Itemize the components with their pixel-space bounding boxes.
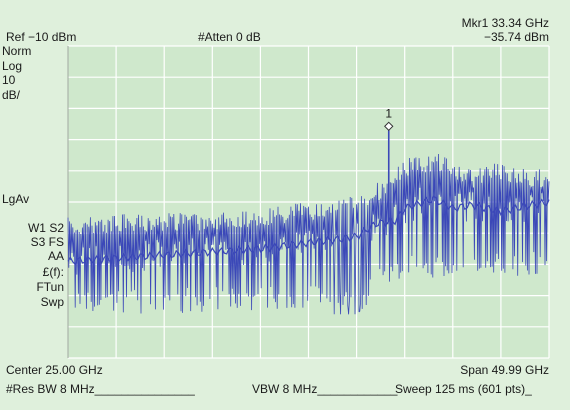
w1s2-label: W1 S2 xyxy=(27,221,64,235)
video-bandwidth: VBW 8 MHz____________ xyxy=(252,382,398,396)
lgav-label: LgAv xyxy=(2,192,30,206)
ftun-label: FTun xyxy=(36,280,64,294)
aa-label: AA xyxy=(47,249,64,263)
attenuation: #Atten 0 dB xyxy=(198,30,261,44)
s3fs-label: S3 FS xyxy=(30,235,64,249)
center-frequency: Center 25.00 GHz xyxy=(6,363,103,377)
marker-level: −35.74 dBm xyxy=(483,30,549,44)
marker-diamond xyxy=(384,121,394,132)
ref-level: Ref −10 dBm xyxy=(6,30,77,44)
norm-label: Norm xyxy=(2,44,32,58)
marker-frequency: Mkr1 33.34 GHz xyxy=(461,16,549,30)
swp-label: Swp xyxy=(40,295,64,309)
average-trace xyxy=(67,195,550,266)
ff-label: £(f): xyxy=(42,265,64,279)
spectrum-trace xyxy=(67,153,550,315)
marker-label: 1 xyxy=(385,106,392,120)
scale-label: 10 xyxy=(2,73,16,87)
unit-label: dB/ xyxy=(2,88,21,102)
frequency-span: Span 49.99 GHz xyxy=(460,363,549,377)
resolution-bandwidth: #Res BW 8 MHz_______________ xyxy=(6,382,195,396)
sweep-time: Sweep 125 ms (601 pts)_ xyxy=(395,382,532,396)
log-label: Log xyxy=(2,59,23,73)
